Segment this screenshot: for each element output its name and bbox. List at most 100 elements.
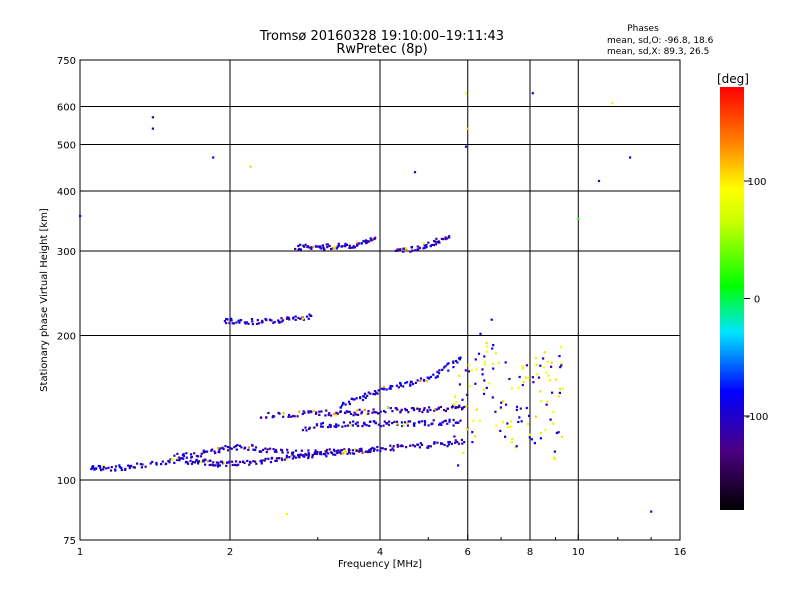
data-point bbox=[478, 419, 481, 422]
data-point bbox=[140, 466, 143, 469]
data-point bbox=[409, 250, 412, 253]
data-point bbox=[348, 402, 351, 406]
data-point bbox=[280, 457, 283, 460]
data-point bbox=[250, 318, 254, 321]
data-point bbox=[273, 450, 276, 453]
data-point bbox=[302, 410, 305, 413]
data-point bbox=[427, 446, 430, 449]
data-point bbox=[136, 462, 139, 465]
data-point bbox=[345, 243, 348, 246]
data-point bbox=[294, 318, 297, 321]
data-point bbox=[329, 425, 332, 428]
data-point bbox=[193, 452, 196, 455]
data-point bbox=[444, 409, 448, 413]
data-point bbox=[197, 462, 200, 465]
data-point bbox=[249, 165, 252, 168]
data-point bbox=[464, 369, 467, 372]
data-point bbox=[333, 412, 336, 415]
data-point bbox=[492, 367, 495, 370]
x-tick-label: 8 bbox=[527, 547, 533, 558]
data-point bbox=[100, 469, 103, 472]
data-point bbox=[293, 455, 296, 458]
data-point bbox=[557, 431, 560, 434]
data-point bbox=[202, 449, 205, 452]
data-point bbox=[360, 242, 363, 245]
data-point bbox=[139, 463, 142, 466]
data-point bbox=[294, 315, 297, 318]
data-point bbox=[467, 363, 470, 366]
data-point bbox=[552, 422, 555, 425]
data-point bbox=[328, 244, 331, 248]
data-point bbox=[240, 319, 243, 322]
data-point bbox=[429, 244, 432, 247]
data-point bbox=[423, 244, 426, 247]
data-point bbox=[517, 420, 520, 424]
data-point bbox=[472, 419, 475, 422]
data-point bbox=[363, 408, 366, 411]
data-point bbox=[425, 246, 428, 249]
data-point bbox=[319, 425, 323, 428]
data-point bbox=[405, 248, 408, 251]
data-point bbox=[426, 409, 429, 412]
data-point bbox=[299, 317, 302, 320]
data-point bbox=[443, 443, 446, 447]
data-point bbox=[280, 317, 283, 320]
data-point bbox=[190, 455, 193, 458]
data-point bbox=[435, 237, 438, 240]
data-point bbox=[521, 383, 524, 387]
data-point bbox=[547, 374, 550, 377]
data-point bbox=[419, 380, 422, 383]
data-point bbox=[325, 455, 328, 458]
data-point bbox=[268, 318, 272, 321]
data-point bbox=[90, 467, 93, 471]
data-point bbox=[273, 415, 276, 418]
data-point bbox=[369, 237, 372, 240]
data-point bbox=[494, 352, 497, 355]
data-point bbox=[297, 453, 300, 456]
data-point bbox=[290, 454, 293, 457]
data-point bbox=[114, 465, 118, 468]
data-point bbox=[481, 373, 484, 376]
data-point bbox=[382, 424, 385, 427]
data-point bbox=[457, 442, 460, 445]
data-point bbox=[559, 387, 562, 390]
data-point bbox=[521, 365, 524, 368]
data-point bbox=[180, 457, 183, 460]
data-point bbox=[382, 409, 386, 413]
data-point bbox=[258, 450, 261, 453]
data-point bbox=[265, 416, 268, 419]
data-point bbox=[336, 412, 339, 415]
data-point bbox=[333, 245, 336, 248]
data-point bbox=[235, 448, 238, 451]
data-point bbox=[447, 235, 451, 238]
data-point bbox=[260, 462, 263, 465]
data-point bbox=[424, 421, 427, 424]
data-point bbox=[483, 379, 486, 382]
data-point bbox=[354, 422, 357, 425]
data-point bbox=[237, 463, 240, 466]
data-point bbox=[255, 462, 258, 465]
data-point bbox=[522, 380, 525, 383]
data-point bbox=[202, 451, 205, 454]
data-point bbox=[308, 246, 311, 249]
data-point bbox=[466, 127, 469, 130]
data-point bbox=[217, 450, 220, 453]
data-point bbox=[560, 362, 563, 365]
colorbar-ticks: 100 0 -100 bbox=[744, 177, 768, 423]
data-point bbox=[226, 461, 229, 464]
data-point bbox=[394, 249, 397, 252]
data-point bbox=[425, 244, 428, 247]
data-point bbox=[524, 376, 527, 379]
data-point bbox=[422, 408, 425, 411]
chart-subtitle: RwPretec (8p) bbox=[336, 42, 427, 57]
data-point bbox=[432, 419, 435, 422]
data-point bbox=[542, 366, 545, 369]
data-point bbox=[412, 444, 415, 447]
data-point bbox=[504, 403, 508, 406]
data-point bbox=[353, 452, 356, 455]
data-point bbox=[346, 410, 350, 413]
data-point bbox=[199, 455, 203, 458]
data-point bbox=[334, 453, 337, 456]
data-point bbox=[320, 410, 323, 413]
data-point bbox=[463, 405, 466, 409]
